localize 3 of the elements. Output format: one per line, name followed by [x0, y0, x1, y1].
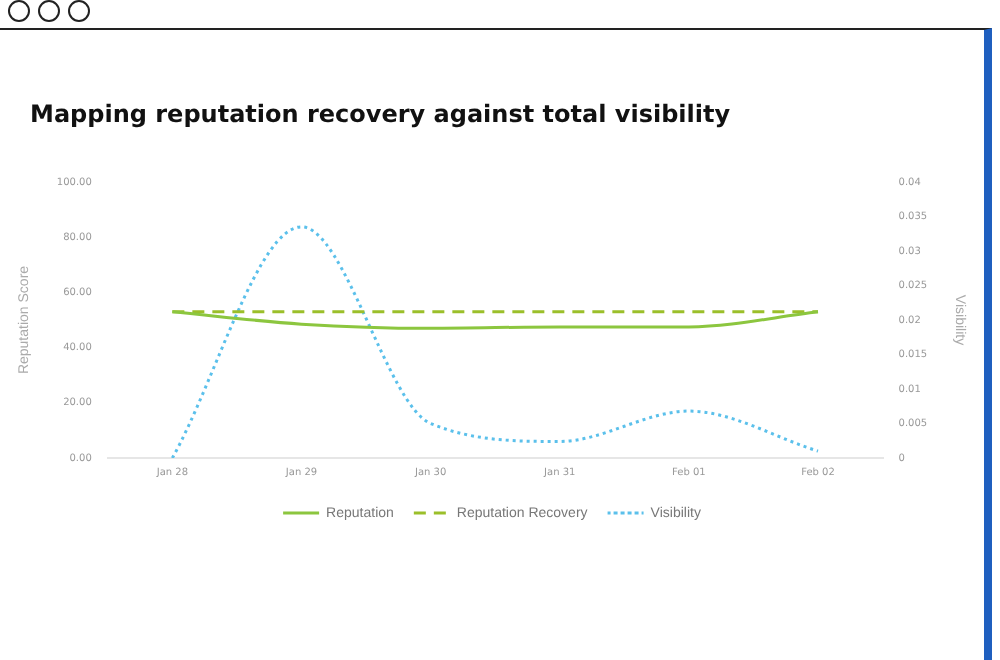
chart-title: Mapping reputation recovery against total visibility [30, 100, 731, 128]
line-series [170, 310, 820, 330]
line-series [170, 225, 820, 458]
